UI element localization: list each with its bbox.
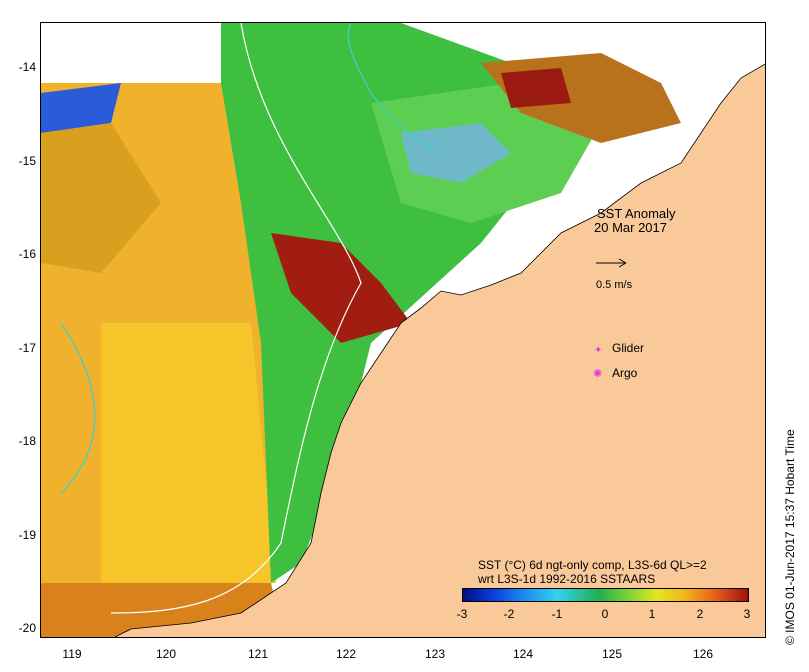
anomaly-field-cold-northwest — [41, 83, 121, 133]
lon-tick-label: 124 — [512, 647, 534, 661]
lat-tick-label: -19 — [18, 528, 36, 542]
imos-credit: © IMOS 01-Jun-2017 15:37 Hobart Time — [783, 429, 797, 645]
bathymetry-contour-cyan-west — [60, 322, 96, 494]
lat-tick-label: -15 — [18, 154, 36, 168]
glider-legend-label: Glider — [612, 341, 645, 355]
colorbar-tick-label: -3 — [456, 607, 468, 621]
anomaly-field-hot-northeast — [501, 68, 571, 108]
anomaly-field-warm-southwest — [101, 323, 276, 583]
colorbar-tick-label: -2 — [503, 607, 515, 621]
vector-scale-arrowhead — [618, 258, 627, 268]
description-line-1: SST (°C) 6d ngt-only comp, L3S-6d QL>=2 — [478, 558, 707, 572]
description-line-2: wrt L3S-1d 1992-2016 SSTAARS — [478, 572, 656, 586]
lon-tick-label: 123 — [424, 647, 446, 661]
lat-tick-label: -16 — [18, 247, 36, 261]
anomaly-field-cool-patch — [401, 123, 511, 183]
anomaly-field-warm-northwest — [41, 123, 161, 273]
bathymetry-contour-white — [110, 23, 362, 614]
colorbar-tick-label: -1 — [551, 607, 563, 621]
colorbar-tick-label: 2 — [696, 607, 704, 621]
map-title: SST Anomaly — [597, 206, 676, 221]
sst-map: ✦ ✺ — [40, 22, 766, 638]
bathymetry-contour-cyan — [347, 23, 442, 154]
lat-tick-label: -14 — [18, 60, 36, 74]
lat-tick-label: -20 — [18, 621, 36, 635]
land-australia — [114, 63, 765, 637]
vector-scale-label: 0.5 m/s — [596, 279, 633, 291]
lon-tick-label: 125 — [601, 647, 623, 661]
colorbar — [462, 588, 749, 602]
lon-tick-label: 126 — [692, 647, 714, 661]
lon-tick-label: 122 — [335, 647, 357, 661]
lon-tick-label: 121 — [247, 647, 269, 661]
colorbar-tick-label: 1 — [648, 607, 656, 621]
lat-tick-label: -18 — [18, 434, 36, 448]
colorbar-tick-label: 0 — [601, 607, 609, 621]
map-date: 20 Mar 2017 — [594, 220, 667, 235]
sst-map-canvas: ✦ ✺ — [41, 23, 765, 637]
lon-tick-label: 120 — [155, 647, 177, 661]
colorbar-tick-label: 3 — [743, 607, 751, 621]
argo-symbol: ✺ — [593, 368, 602, 380]
argo-legend-label: Argo — [612, 366, 638, 380]
anomaly-field-hot-central — [271, 233, 411, 343]
glider-symbol: ✦ — [594, 345, 602, 356]
lon-tick-label: 119 — [62, 647, 82, 661]
lat-tick-label: -17 — [18, 341, 36, 355]
